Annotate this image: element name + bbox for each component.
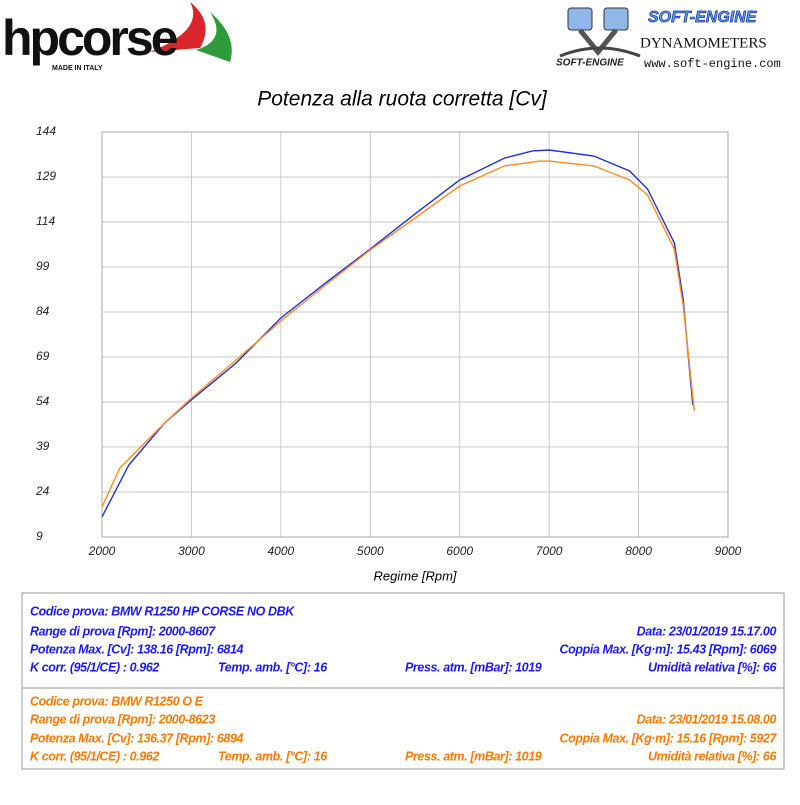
test-torque: Coppia Max. [Kg·m]: 15.43 [Rpm]: 6069 (560, 642, 777, 656)
power-curve (101, 160, 695, 508)
company-sub: DYNAMOMETERS (640, 35, 767, 51)
x-tick-label: 2000 (88, 544, 116, 558)
brand-sub: MADE IN ITALY (52, 65, 103, 72)
test-date: Data: 23/01/2019 15.08.00 (637, 712, 777, 726)
plot-frame (101, 131, 729, 538)
test-temp: Temp. amb. [°C]: 16 (218, 660, 328, 674)
x-tick-label: 4000 (268, 544, 295, 558)
test-humidity: Umidità relativa [%]: 66 (648, 660, 777, 674)
x-tick-label: 7000 (536, 544, 563, 558)
test-press: Press. atm. [mBar]: 1019 (405, 660, 542, 674)
x-axis-label: Regime [Rpm] (373, 568, 456, 583)
x-tick-label: 8000 (625, 544, 652, 558)
y-tick-label: 39 (36, 439, 50, 453)
test-press: Press. atm. [mBar]: 1019 (405, 749, 542, 763)
test-power: Potenza Max. [Cv]: 136.37 [Rpm]: 6894 (30, 731, 243, 745)
x-tick-label: 3000 (178, 544, 205, 558)
chart-title: Potenza alla ruota corretta [Cv] (257, 88, 548, 111)
company: SOFT-ENGINE (648, 9, 758, 26)
test-panel: Codice prova: BMW R1250 O E Range di pro… (30, 694, 778, 763)
test-range: Range di prova [Rpm]: 2000-8623 (30, 712, 215, 726)
y-tick-label: 54 (36, 394, 50, 408)
y-tick-label: 9 (36, 529, 43, 543)
info-frame (21, 592, 785, 770)
logo-swoosh-green (196, 12, 232, 62)
test-date: Data: 23/01/2019 15.17.00 (637, 624, 777, 638)
test-range: Range di prova [Rpm]: 2000-8607 (30, 624, 216, 638)
test-torque: Coppia Max. [Kg·m]: 15.16 [Rpm]: 5927 (560, 731, 778, 745)
y-tick-label: 99 (36, 259, 50, 273)
test-code: Codice prova: BMW R1250 HP CORSE NO DBK (30, 604, 295, 618)
test-humidity: Umidità relativa [%]: 66 (648, 749, 777, 763)
brand: hpcorse (2, 10, 178, 66)
test-kcorr: K corr. (95/1/CE) : 0.962 (30, 749, 159, 763)
pistons-icon (559, 7, 641, 58)
url: www.soft-engine.com (644, 57, 781, 71)
test-kcorr: K corr. (95/1/CE) : 0.962 (30, 660, 159, 674)
test-code: Codice prova: BMW R1250 O E (30, 694, 204, 708)
x-tick-label: 9000 (715, 544, 742, 558)
logo-swoosh-red (150, 2, 206, 52)
y-tick-label: 129 (36, 169, 56, 183)
y-tick-label: 114 (36, 214, 55, 228)
test-panel: Codice prova: BMW R1250 HP CORSE NO DBK … (30, 604, 778, 674)
y-tick-label: 69 (36, 349, 50, 363)
test-temp: Temp. amb. [°C]: 16 (218, 749, 328, 763)
plot: 9 24 39 54 69 84 99 114 129 144 2000 3000 4000 5000 60… (35, 124, 742, 558)
y-tick-label: 84 (36, 304, 50, 318)
power-curve (101, 149, 694, 518)
test-power: Potenza Max. [Cv]: 138.16 [Rpm]: 6814 (30, 642, 243, 656)
logo-small: SOFT-ENGINE (556, 58, 624, 69)
y-tick-label: 144 (36, 124, 56, 138)
y-tick-label: 24 (35, 484, 50, 498)
x-tick-label: 6000 (446, 544, 473, 558)
x-tick-label: 5000 (357, 544, 384, 558)
